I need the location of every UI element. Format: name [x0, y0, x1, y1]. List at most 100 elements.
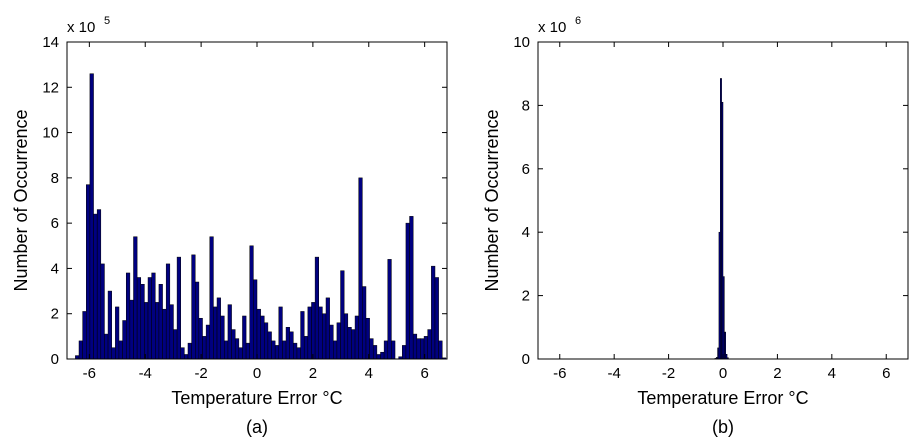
panel-a-bar [264, 322, 269, 360]
panel-b-y-tick-label: 8 [522, 97, 530, 114]
panel-b-x-tick-label: 2 [773, 365, 781, 382]
panel-a-bar [267, 331, 272, 360]
panel-a-bar [191, 254, 196, 360]
panel-a-bar [307, 306, 312, 360]
panel-a-bar [431, 265, 436, 360]
panel-a-bar [260, 315, 265, 360]
panel-a-bar [115, 306, 120, 360]
panel-a-bar [100, 263, 105, 360]
panel-a-bar [107, 290, 112, 360]
panel-a-y-tick-label: 12 [42, 79, 59, 96]
panel-a-bar [202, 336, 207, 360]
panel-a-y-tick-label: 4 [51, 260, 59, 277]
panel-a-bar [140, 284, 145, 360]
panel-a-x-tick-label: 0 [253, 365, 261, 382]
panel-a: -6 -4 -2 0 2 4 6 0 2 4 6 8 10 12 14 x 10 5 Temperature… [11, 15, 448, 437]
panel-a-bar [314, 256, 319, 360]
panel-a-bar [151, 272, 156, 360]
panel-a-bar [93, 213, 98, 360]
panel-a-bar [86, 184, 91, 360]
panel-a-bar [365, 317, 370, 360]
panel-a-x-tick-label: 6 [420, 365, 428, 382]
panel-a-bar [75, 355, 80, 360]
panel-a-x-tick-label: -6 [83, 365, 96, 382]
panel-a-bar [402, 345, 407, 360]
panel-b-x-tick-label: 6 [882, 365, 890, 382]
panel-a-bar [249, 245, 254, 360]
panel-a-bar [322, 313, 327, 360]
panel-a-bar [412, 333, 418, 360]
panel-a-bar [343, 313, 349, 360]
panel-a-bar [122, 320, 127, 360]
panel-a-bar [311, 302, 316, 360]
panel-a-bars [75, 73, 447, 360]
panel-a-bar [253, 279, 258, 360]
panel-a-bar [438, 340, 443, 360]
panel-b-x-tick-label: 4 [828, 365, 836, 382]
panel-b-y-axis-label: Number of Occurrence [482, 109, 502, 291]
panel-a-bar [362, 286, 367, 360]
panel-a-bar [220, 315, 225, 360]
panel-a-bar [340, 270, 345, 360]
panel-a-x-axis-label: Temperature Error °C [171, 388, 342, 408]
panel-a-bar [318, 306, 323, 360]
panel-a-bar [198, 317, 203, 360]
panel-a-bar [165, 263, 171, 360]
panel-a-bar [278, 306, 283, 360]
panel-a-bar [296, 347, 301, 360]
panel-a-y-tick-label: 6 [51, 215, 59, 232]
panel-a-y-tick-label: 0 [51, 351, 59, 368]
panel-a-bar [405, 222, 410, 360]
panel-a-bar [383, 340, 389, 360]
panel-b-x-tick-label: -6 [553, 365, 566, 382]
panel-a-bar [125, 272, 131, 360]
panel-a-bar [158, 284, 163, 360]
panel-a-x-tick-label: -4 [139, 365, 152, 382]
panel-b-y-scale-exponent: 6 [575, 15, 581, 27]
panel-a-bar [118, 340, 123, 360]
panel-b-ticks: -6 -4 -2 0 2 4 6 0 2 4 6 8 10 [513, 34, 908, 382]
panel-a-bar [372, 345, 378, 360]
panel-a-bar [351, 329, 356, 360]
panel-a-bar [376, 354, 381, 360]
panel-a-bar [387, 259, 392, 360]
panel-a-bar [238, 347, 243, 360]
panel-a-bar [136, 277, 142, 360]
panel-a-bar [420, 338, 425, 360]
panel-b-y-scale-base: x 10 [538, 19, 566, 36]
panel-b-x-axis-label: Temperature Error °C [637, 388, 808, 408]
panel-a-bar [293, 342, 298, 360]
panel-a-bar [282, 340, 287, 360]
panel-a-bar [416, 338, 421, 360]
panel-a-bar [89, 73, 94, 360]
panel-a-bar [391, 340, 396, 360]
panel-a-bar [434, 277, 439, 360]
panel-a-y-tick-label: 10 [42, 125, 59, 142]
panel-a-bar [216, 297, 221, 360]
panel-a-bar [147, 277, 152, 360]
panel-b-y-tick-label: 10 [513, 34, 530, 51]
panel-a-bar [285, 327, 290, 360]
panel-a-bar [289, 331, 294, 360]
panel-a-bar [96, 209, 102, 360]
panel-a-bar [231, 329, 236, 360]
panel-b-y-tick-label: 6 [522, 161, 530, 178]
panel-a-y-tick-label: 8 [51, 170, 59, 187]
panel-a-y-scale-base: x 10 [67, 19, 95, 36]
panel-a-bar [336, 322, 341, 360]
panel-a-bar [209, 236, 214, 360]
panel-a-bar [224, 340, 229, 360]
panel-a-bar [82, 311, 87, 360]
panel-a-bar [300, 311, 305, 360]
panel-a-bar [184, 354, 189, 360]
panel-a-y-tick-label: 2 [51, 306, 59, 323]
panel-a-x-tick-label: 2 [309, 365, 317, 382]
panel-a-bar [129, 299, 134, 360]
panel-a-bar [180, 347, 185, 360]
panel-a-bar [234, 338, 240, 360]
panel-b-y-tick-label: 2 [522, 288, 530, 305]
panel-a-bar [111, 347, 116, 360]
panel-b-caption: (b) [712, 417, 734, 437]
panel-a-bar [274, 345, 280, 360]
